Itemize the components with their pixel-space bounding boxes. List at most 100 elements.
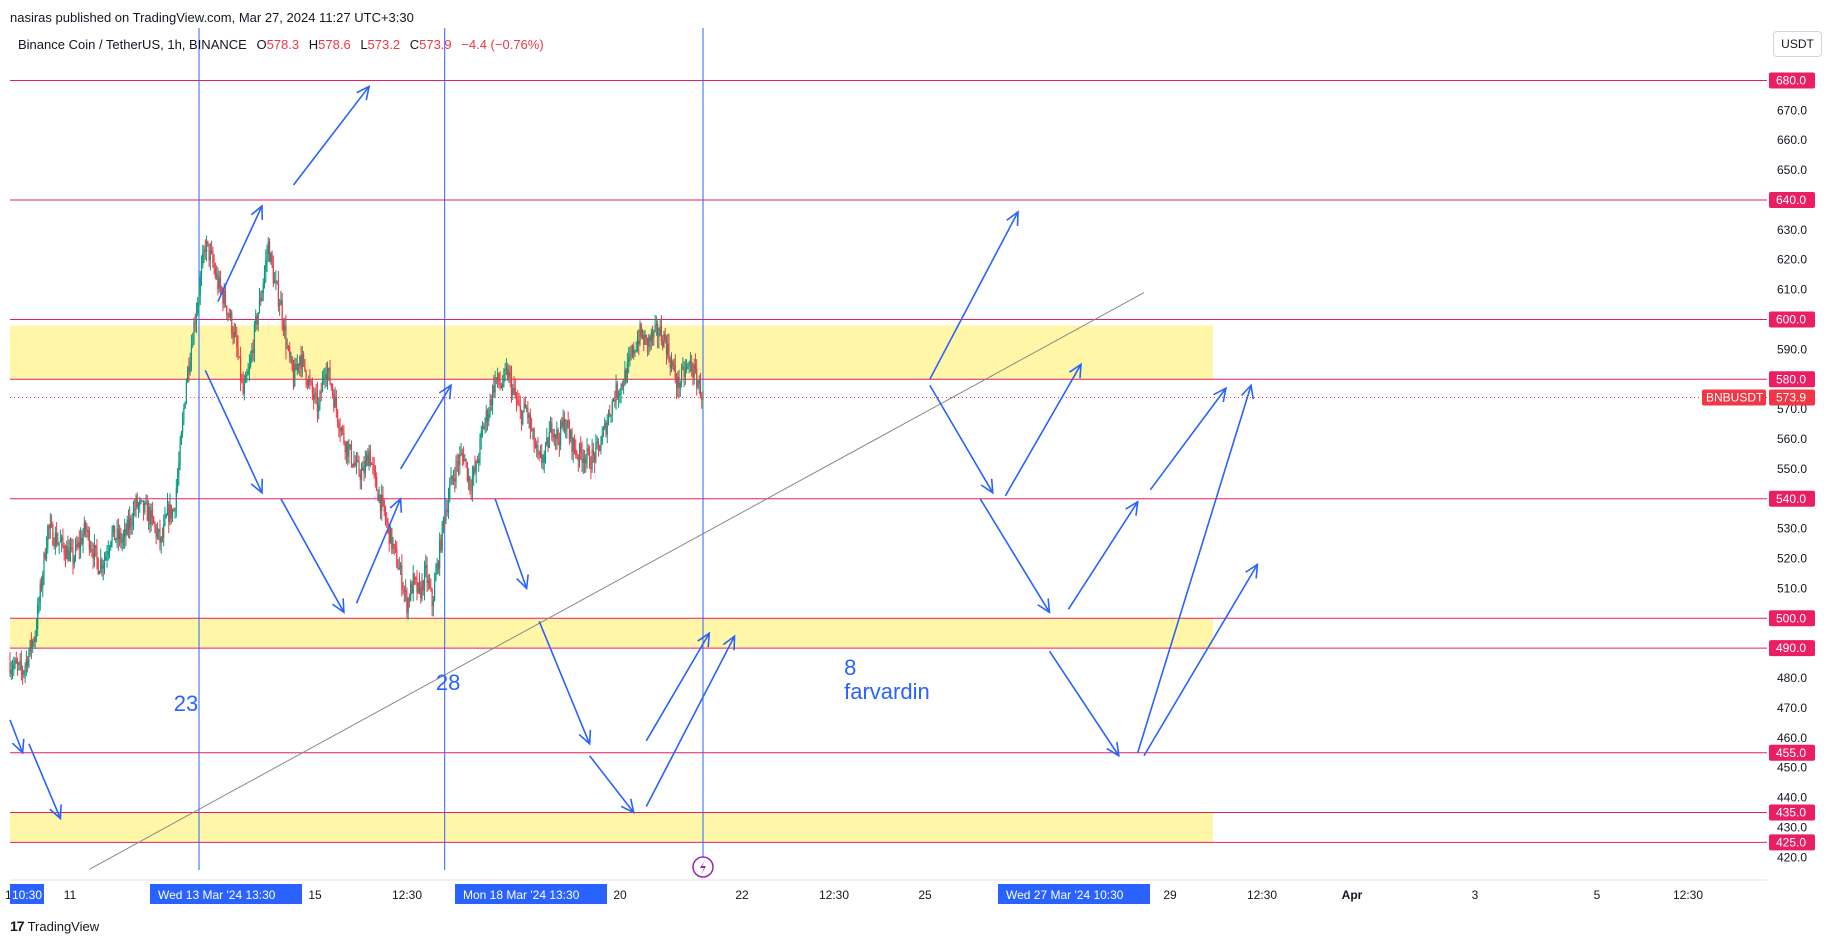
candle-body	[282, 321, 285, 332]
candle-body	[505, 368, 508, 371]
candle-body	[344, 443, 346, 453]
candle-body	[146, 502, 148, 521]
candle-body	[557, 429, 559, 442]
candle-body	[349, 444, 351, 448]
candle-body	[417, 582, 419, 593]
price-badge	[1769, 389, 1815, 406]
candle-body	[222, 291, 224, 304]
candle-body	[526, 407, 528, 409]
candle-body	[339, 429, 341, 432]
candle-body	[662, 340, 664, 348]
candle-body	[137, 504, 140, 508]
candle-body	[436, 562, 438, 573]
candle-body	[479, 437, 481, 459]
candle-body	[358, 460, 360, 474]
candle-body	[63, 545, 65, 554]
zone-1	[10, 618, 1213, 649]
candle-body	[192, 344, 194, 346]
price-axis-bg	[1767, 0, 1835, 880]
candle-body	[553, 434, 555, 438]
candle-body	[355, 460, 358, 466]
y-tick-label: 590.0	[1777, 342, 1807, 356]
candle-body	[560, 421, 562, 445]
candle-body	[444, 519, 446, 521]
candle-body	[688, 362, 690, 365]
candle-body	[325, 374, 327, 379]
candle-body	[431, 589, 433, 607]
candle-body	[587, 448, 589, 451]
candle-body	[519, 405, 521, 411]
candle-body	[589, 450, 591, 468]
candle-body	[615, 383, 617, 402]
change-value: −4.4 (−0.76%)	[461, 37, 544, 52]
candle-body	[514, 387, 516, 397]
candle-body	[484, 421, 486, 430]
footer-brand[interactable]: 17 TradingView	[10, 918, 99, 934]
candle-body	[372, 463, 374, 466]
candle-body	[379, 494, 382, 511]
candle-body	[563, 418, 565, 431]
candle-body	[701, 397, 703, 400]
candle-body	[478, 458, 480, 463]
candle-body	[517, 400, 519, 403]
arrow-5	[280, 498, 345, 613]
candle-body	[209, 250, 211, 261]
candle-body	[59, 540, 61, 543]
candle-body	[590, 467, 592, 469]
candle-body	[139, 500, 141, 505]
candle-body	[156, 531, 159, 537]
candle-body	[473, 467, 475, 477]
candle-body	[376, 476, 378, 491]
candle-body	[335, 396, 337, 411]
symbol-badge	[1702, 389, 1766, 406]
candle-body	[425, 564, 427, 569]
level-badge-label: 500.0	[1776, 611, 1806, 625]
x-tick-label: 15	[308, 888, 322, 902]
annotation-text-0: 23	[174, 691, 198, 716]
candle-body	[120, 532, 122, 543]
currency-button[interactable]: USDT	[1773, 31, 1822, 57]
candle-body	[71, 547, 73, 549]
candle-body	[630, 354, 632, 356]
candle-body	[665, 339, 668, 355]
lightning-glyph	[700, 860, 706, 875]
candle-body	[178, 462, 180, 477]
candle-body	[490, 399, 492, 406]
candle-body	[218, 277, 220, 289]
candle-body	[481, 426, 484, 432]
arrow-6	[355, 498, 402, 604]
candle-body	[252, 349, 254, 354]
candle-body	[266, 254, 268, 261]
candle-body	[187, 367, 189, 383]
arrow-head-6	[389, 497, 403, 513]
candle-body	[228, 313, 230, 318]
candle-body	[158, 529, 160, 532]
candle-body	[507, 368, 509, 379]
arrow-head-0	[11, 738, 25, 755]
candle-body	[121, 540, 123, 543]
candle-body	[223, 290, 225, 304]
candle-body	[313, 393, 315, 400]
arrow-head-12	[722, 634, 736, 651]
candle-body	[595, 443, 597, 462]
candle-body	[110, 541, 112, 548]
candle-body	[74, 544, 77, 558]
candle-body	[340, 428, 342, 432]
candle-body	[348, 447, 350, 457]
candle-body	[577, 457, 579, 461]
candle-body	[285, 325, 287, 348]
candle-body	[30, 640, 33, 649]
candle-body	[275, 281, 277, 283]
candle-body	[542, 462, 544, 464]
candle-body	[20, 661, 22, 670]
candle-body	[547, 438, 549, 448]
candle-body	[155, 526, 157, 537]
candle-body	[659, 326, 661, 336]
x-tick-label: 25	[918, 888, 932, 902]
candle-body	[353, 462, 355, 467]
candle-body	[698, 379, 700, 384]
candle-body	[154, 523, 156, 527]
candle-body	[439, 539, 441, 569]
candle-body	[365, 454, 368, 461]
